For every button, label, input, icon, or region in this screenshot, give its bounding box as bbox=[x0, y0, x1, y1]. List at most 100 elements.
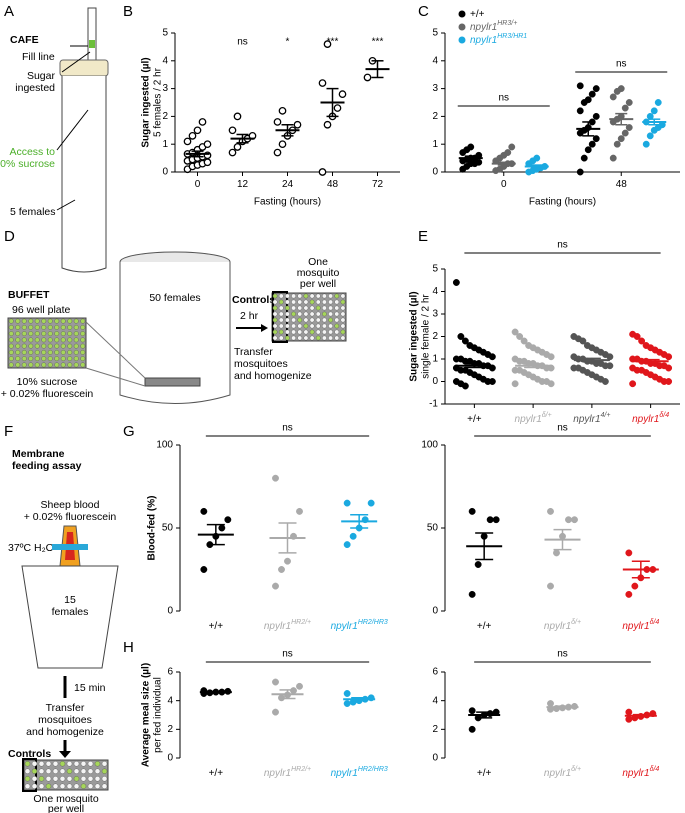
data-point bbox=[323, 120, 332, 129]
well bbox=[28, 324, 34, 330]
well bbox=[291, 293, 296, 299]
pointer bbox=[85, 367, 146, 387]
x-tick-label: npylr1δ/+ bbox=[544, 619, 581, 631]
diagram-text: 96 well plate bbox=[12, 304, 71, 316]
data-point bbox=[665, 353, 673, 361]
x-tick-label: 48 bbox=[616, 179, 628, 190]
diagram-text: 50 females bbox=[149, 292, 200, 304]
data-point bbox=[516, 333, 524, 340]
data-point bbox=[631, 582, 639, 590]
legend-marker bbox=[458, 36, 466, 44]
data-point bbox=[625, 590, 633, 598]
data-point bbox=[272, 582, 279, 590]
y-tick-label: 2 bbox=[162, 111, 168, 122]
x-tick-label: npylr1HR2/+ bbox=[264, 766, 311, 778]
well bbox=[80, 349, 86, 355]
data-point bbox=[547, 380, 555, 388]
well bbox=[52, 783, 59, 789]
well bbox=[41, 331, 47, 337]
buffet-diagram: BUFFET 96 well plate 10% sucrose + 0.02%… bbox=[1, 251, 347, 404]
diagram-text: Controls bbox=[8, 748, 51, 760]
data-point bbox=[606, 353, 614, 361]
well bbox=[47, 324, 53, 330]
well bbox=[278, 305, 284, 311]
well bbox=[328, 329, 333, 335]
well bbox=[80, 761, 87, 767]
category-name: 72 bbox=[372, 179, 384, 190]
well bbox=[328, 311, 333, 317]
x-tick-label: npylr1HR2/HR3 bbox=[331, 619, 388, 631]
data-point bbox=[511, 328, 519, 336]
well bbox=[291, 335, 296, 341]
data-point bbox=[200, 507, 208, 515]
well bbox=[59, 776, 66, 782]
well bbox=[80, 318, 86, 324]
well bbox=[67, 331, 73, 337]
well bbox=[340, 311, 346, 317]
data-point bbox=[625, 99, 633, 106]
legend-superscript: HR3/+ bbox=[497, 20, 517, 27]
well bbox=[285, 329, 290, 335]
diagram-text: and homogenize bbox=[234, 370, 312, 382]
legend-label: npylr1HR3/+ bbox=[470, 20, 517, 32]
well bbox=[21, 343, 27, 349]
well bbox=[334, 293, 340, 299]
category-name: npylr1 bbox=[331, 768, 358, 779]
well bbox=[31, 761, 38, 767]
well bbox=[80, 362, 86, 368]
well bbox=[297, 317, 303, 323]
data-point bbox=[576, 107, 584, 115]
category-superscript: HR2/HR3 bbox=[358, 766, 388, 773]
well bbox=[21, 337, 27, 343]
well bbox=[41, 362, 47, 368]
data-point bbox=[468, 707, 476, 715]
x-tick-label: npylr14/+ bbox=[573, 412, 610, 424]
well bbox=[15, 318, 21, 324]
well bbox=[66, 768, 73, 774]
well bbox=[66, 776, 73, 782]
cafe-diagram: CAFE Fill line Sugar ingested Access to … bbox=[0, 7, 109, 273]
data-point bbox=[553, 549, 560, 557]
well bbox=[28, 356, 34, 362]
well bbox=[15, 349, 21, 355]
data-point bbox=[218, 524, 226, 532]
y-tick-label: 5 bbox=[162, 28, 168, 39]
y-tick-label: 0 bbox=[432, 753, 438, 764]
pointer bbox=[56, 199, 76, 211]
well bbox=[24, 783, 31, 789]
y-tick-label: 5 bbox=[432, 28, 438, 39]
well bbox=[24, 776, 31, 782]
y-tick-label: 50 bbox=[427, 523, 439, 534]
data-point bbox=[547, 582, 554, 590]
x-tick-label: npylr1δ/4 bbox=[632, 412, 669, 424]
data-point bbox=[576, 168, 584, 176]
data-point bbox=[592, 85, 600, 93]
well bbox=[278, 335, 284, 341]
data-point bbox=[625, 708, 633, 716]
well bbox=[303, 329, 309, 335]
significance-label: ns bbox=[237, 37, 248, 48]
data-point bbox=[452, 279, 460, 286]
legend-superscript: HR3/HR1 bbox=[497, 33, 527, 40]
well bbox=[24, 768, 31, 774]
well bbox=[87, 761, 94, 767]
diagram-text: mosquitoes bbox=[234, 358, 288, 370]
diagram-text: + 0.02% fluorescein bbox=[24, 511, 117, 523]
data-point bbox=[625, 124, 633, 131]
well bbox=[94, 768, 101, 774]
well bbox=[21, 362, 27, 368]
x-tick-label: npylr1δ/4 bbox=[622, 766, 659, 778]
well bbox=[60, 362, 66, 368]
well bbox=[340, 323, 346, 329]
well bbox=[87, 776, 94, 782]
y-tick-label: 2 bbox=[167, 724, 173, 735]
data-point bbox=[461, 382, 469, 390]
data-point bbox=[547, 700, 554, 707]
well bbox=[60, 356, 66, 362]
well bbox=[67, 324, 73, 330]
well bbox=[67, 362, 73, 368]
category-name: npylr1 bbox=[264, 621, 291, 632]
data-point bbox=[533, 154, 541, 162]
data-point bbox=[293, 120, 302, 129]
well bbox=[285, 299, 290, 305]
